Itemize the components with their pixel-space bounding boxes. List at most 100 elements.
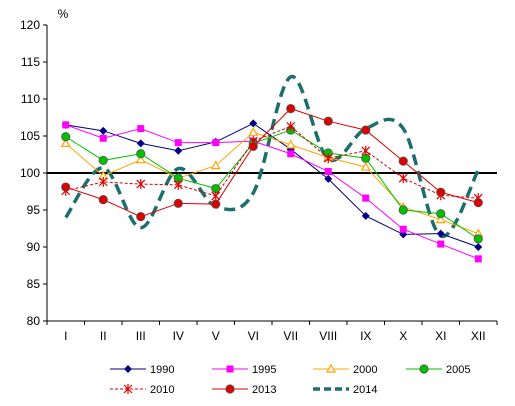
x-tick-label: VI xyxy=(248,329,259,343)
legend-label: 1990 xyxy=(150,364,174,376)
y-tick-label: 80 xyxy=(27,314,41,328)
data-point xyxy=(473,198,483,208)
data-point xyxy=(212,139,220,147)
x-tick-label: III xyxy=(136,329,146,343)
legend-label: 2000 xyxy=(353,364,377,376)
data-point xyxy=(210,160,221,170)
legend-item-1990: 1990 xyxy=(110,364,174,376)
x-tick-label: XI xyxy=(435,329,446,343)
x-tick-label: VIII xyxy=(319,329,337,343)
data-point xyxy=(226,365,234,373)
series-2000 xyxy=(60,127,484,238)
y-tick-label: 115 xyxy=(21,55,40,69)
y-tick-label: 120 xyxy=(20,18,40,32)
data-point xyxy=(323,116,333,126)
series-layer xyxy=(60,75,484,263)
data-point xyxy=(398,156,408,166)
data-point xyxy=(136,179,146,190)
data-point xyxy=(286,104,296,114)
legend-label: 2014 xyxy=(353,384,377,396)
data-point xyxy=(325,363,337,373)
data-point xyxy=(399,225,407,233)
data-point xyxy=(62,121,70,129)
data-point xyxy=(360,161,371,171)
data-point xyxy=(474,243,483,251)
x-tick-label: I xyxy=(64,329,67,343)
data-point xyxy=(324,168,332,176)
data-point xyxy=(398,173,408,184)
y-tick-label: 90 xyxy=(27,240,41,254)
series-line xyxy=(65,131,479,235)
x-tick-label: VII xyxy=(283,329,298,343)
y-tick-label: 100 xyxy=(20,166,40,180)
data-point xyxy=(398,205,408,215)
data-point xyxy=(285,139,296,149)
data-point xyxy=(248,127,259,136)
series-line xyxy=(65,124,479,260)
data-point xyxy=(248,141,258,151)
data-point xyxy=(60,138,71,147)
data-point xyxy=(324,174,333,183)
data-point xyxy=(419,364,429,374)
data-point xyxy=(99,134,107,142)
data-point xyxy=(98,195,108,205)
legend-item-2013: 2013 xyxy=(212,384,276,396)
y-tick-label: 105 xyxy=(20,129,40,143)
x-tick-label: X xyxy=(399,329,407,343)
data-point xyxy=(211,199,221,209)
data-point xyxy=(435,214,446,224)
series-line xyxy=(64,75,480,238)
series-line xyxy=(65,125,479,199)
data-point xyxy=(436,229,445,238)
data-point xyxy=(123,384,133,394)
data-point xyxy=(249,119,258,128)
series-2014 xyxy=(64,75,480,238)
data-point xyxy=(323,153,333,164)
series-2010 xyxy=(61,121,483,204)
data-point xyxy=(436,187,446,197)
legend-label: 2013 xyxy=(252,384,276,396)
x-tick-label: XII xyxy=(471,329,486,343)
data-point xyxy=(173,198,183,208)
data-point xyxy=(361,125,371,135)
data-point xyxy=(136,149,146,159)
series-line xyxy=(65,108,479,218)
legend: 1990 1995 2000 2005 2010 2013 2014 xyxy=(110,363,470,396)
data-point xyxy=(361,211,370,220)
legend-item-2010: 2010 xyxy=(110,384,174,396)
data-point xyxy=(436,209,446,219)
data-point xyxy=(225,384,235,394)
data-point xyxy=(174,139,182,147)
data-point xyxy=(474,255,482,263)
y-tick-label: 95 xyxy=(27,203,41,217)
y-tick-label: 85 xyxy=(27,277,41,291)
data-point xyxy=(136,139,145,148)
data-point xyxy=(286,121,296,132)
data-point xyxy=(137,125,145,133)
legend-label: 1995 xyxy=(252,364,276,376)
data-point xyxy=(473,234,483,244)
data-point xyxy=(124,365,132,373)
data-point xyxy=(173,179,183,190)
series-2005 xyxy=(61,125,483,244)
data-point xyxy=(98,155,108,166)
data-point xyxy=(61,182,71,192)
legend-item-2005: 2005 xyxy=(406,364,470,376)
legend-item-2000: 2000 xyxy=(313,363,377,376)
data-point xyxy=(99,126,108,135)
series-line xyxy=(65,122,479,248)
series-2013 xyxy=(61,104,483,222)
data-point xyxy=(98,176,108,187)
data-point xyxy=(361,145,371,156)
legend-label: 2010 xyxy=(150,384,174,396)
x-tick-label: IV xyxy=(173,329,184,343)
legend-label: 2005 xyxy=(446,364,470,376)
x-tick-label: V xyxy=(212,329,220,343)
data-point xyxy=(136,212,146,222)
data-point xyxy=(362,194,370,202)
data-point xyxy=(61,132,71,142)
data-point xyxy=(135,154,146,164)
data-point xyxy=(174,146,183,155)
